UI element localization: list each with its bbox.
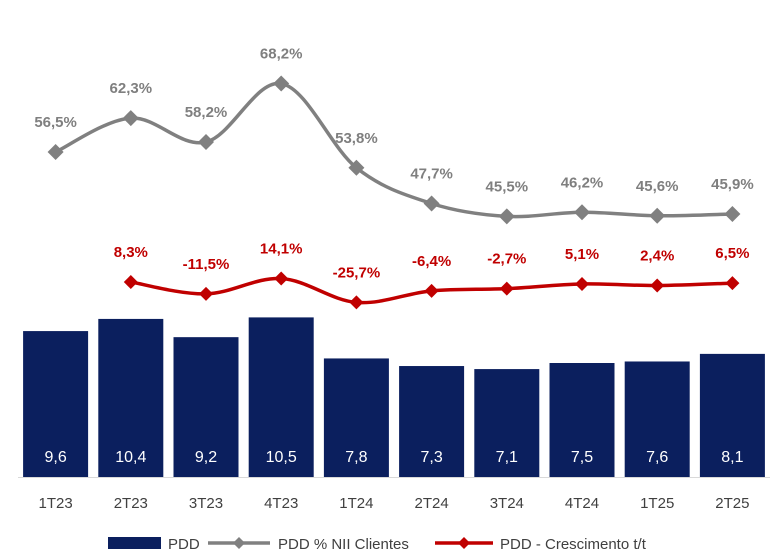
bar-2T23	[98, 318, 164, 477]
pdd-growth-line	[123, 271, 740, 310]
legend-label-pdd: PDD	[168, 536, 200, 553]
bar-2T24	[399, 366, 465, 477]
pdd-growth-value-label: 6,5%	[715, 245, 749, 262]
x-tick-label: 2T24	[414, 495, 448, 512]
bar-3T23	[173, 337, 239, 477]
pdd-growth-point	[274, 271, 289, 286]
pdd-growth-value-label: -2,7%	[487, 251, 526, 268]
legend: PDD PDD % NII Clientes PDD - Crescimento…	[108, 536, 647, 553]
bar-4T23	[248, 317, 314, 477]
pdd-growth-point	[499, 281, 514, 296]
bar-value-label: 7,1	[496, 449, 518, 466]
pdd-growth-data-labels: 8,3% -11,5% 14,1% -25,7% -6,4% -2,7% 5,1% 2,4% 6…	[114, 241, 750, 282]
pdd-nii-point	[423, 195, 440, 212]
pdd-nii-value-label: 68,2%	[260, 46, 303, 63]
x-tick-label: 4T24	[565, 495, 599, 512]
pdd-nii-value-label: 46,2%	[561, 174, 604, 191]
x-tick-label: 2T25	[715, 495, 749, 512]
pdd-growth-point	[349, 295, 364, 310]
bar-1T25	[624, 361, 690, 477]
pdd-growth-point	[725, 276, 740, 291]
legend-swatch-pdd	[108, 537, 161, 549]
legend-marker-pdd-nii	[233, 537, 245, 549]
pdd-nii-value-label: 53,8%	[335, 130, 378, 147]
pdd-growth-value-label: 2,4%	[640, 248, 674, 265]
bar-2T25	[699, 353, 765, 477]
bar-value-label: 10,4	[115, 449, 146, 466]
x-tick-labels: 1T23 2T23 3T23 4T23 1T24 2T24 3T24 4T24 1T25 2T25	[38, 495, 749, 512]
bar-value-label: 9,6	[44, 449, 66, 466]
x-tick-label: 3T23	[189, 495, 223, 512]
x-tick-label: 1T23	[38, 495, 72, 512]
x-tick-label: 1T24	[339, 495, 373, 512]
bar-value-label: 9,2	[195, 449, 217, 466]
bar-value-label: 8,1	[721, 449, 743, 466]
x-tick-label: 1T25	[640, 495, 674, 512]
pdd-nii-point	[47, 144, 64, 160]
bar-value-label: 7,3	[420, 449, 442, 466]
bar-1T23	[23, 331, 89, 477]
pdd-bar-labels: 9,6 10,4 9,2 10,5 7,8 7,3 7,1 7,5 7,6 8,1	[44, 449, 743, 466]
x-tick-label: 2T23	[114, 495, 148, 512]
pdd-nii-point	[198, 134, 214, 151]
x-tick-label: 3T24	[490, 495, 524, 512]
pdd-growth-value-label: 8,3%	[114, 244, 148, 261]
pdd-growth-point	[123, 275, 138, 290]
bar-value-label: 7,8	[345, 449, 367, 466]
bar-3T24	[474, 369, 540, 477]
pdd-growth-point	[424, 283, 439, 298]
pdd-nii-point	[273, 75, 290, 92]
pdd-nii-point	[498, 208, 515, 225]
pdd-nii-point	[348, 159, 365, 176]
pdd-growth-value-label: 5,1%	[565, 246, 599, 263]
x-tick-label: 4T23	[264, 495, 298, 512]
legend-label-pdd-growth: PDD - Crescimento t/t	[500, 536, 647, 553]
pdd-growth-point	[199, 286, 213, 301]
legend-label-pdd-nii: PDD % NII Clientes	[278, 536, 409, 553]
pdd-growth-point	[575, 276, 589, 291]
pdd-nii-point	[122, 110, 139, 127]
bar-1T24	[323, 358, 389, 477]
pdd-nii-data-labels: 56,5% 62,3% 58,2% 68,2% 53,8% 47,7% 45,5% 46,2%…	[34, 46, 753, 196]
pdd-nii-value-label: 62,3%	[110, 80, 153, 97]
bar-value-label: 7,6	[646, 449, 668, 466]
pdd-nii-value-label: 45,6%	[636, 178, 679, 195]
pdd-growth-point	[650, 278, 665, 293]
pdd-bars	[23, 317, 765, 477]
pdd-growth-value-label: 14,1%	[260, 241, 303, 258]
pdd-nii-value-label: 58,2%	[185, 104, 228, 121]
pdd-nii-point	[574, 204, 590, 221]
pdd-nii-value-label: 45,9%	[711, 176, 754, 193]
bar-4T24	[549, 363, 615, 477]
bar-value-label: 10,5	[266, 449, 297, 466]
pdd-growth-value-label: -25,7%	[333, 264, 381, 281]
pdd-nii-value-label: 56,5%	[34, 114, 77, 131]
pdd-nii-series-line	[54, 81, 733, 219]
pdd-nii-point	[649, 207, 666, 224]
pdd-nii-value-label: 47,7%	[410, 165, 453, 182]
pdd-nii-value-label: 45,5%	[486, 178, 529, 195]
legend-marker-pdd-growth	[458, 537, 470, 549]
pdd-growth-value-label: -6,4%	[412, 253, 451, 270]
pdd-nii-point	[724, 206, 741, 223]
pdd-growth-value-label: -11,5%	[183, 256, 230, 273]
pdd-nii-line	[47, 75, 741, 225]
bar-value-label: 7,5	[571, 449, 593, 466]
